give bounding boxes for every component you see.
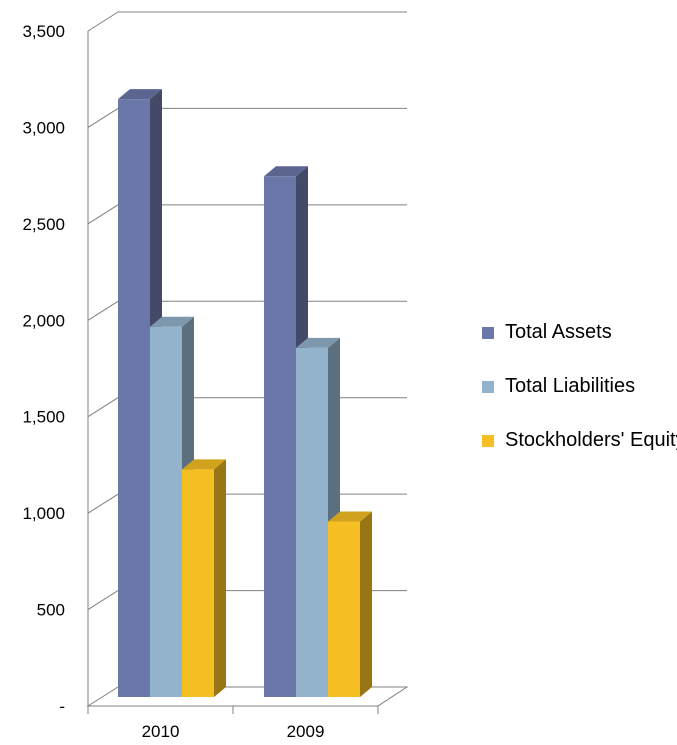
legend-label: Total Assets bbox=[505, 321, 612, 343]
y-tick-label: 3,000 bbox=[22, 118, 65, 137]
legend-label: Stockholders' Equity bbox=[505, 429, 677, 451]
bars bbox=[118, 89, 372, 698]
y-tick-label: 2,000 bbox=[22, 311, 65, 330]
axes bbox=[86, 31, 409, 714]
gridline-side bbox=[87, 108, 119, 128]
gridline-side bbox=[87, 11, 119, 32]
bar bbox=[182, 459, 226, 697]
y-tick-label: 1,500 bbox=[22, 408, 65, 427]
gridline-side bbox=[87, 300, 119, 321]
legend-label: Total Liabilities bbox=[505, 375, 636, 397]
gridline-side bbox=[87, 204, 119, 225]
legend: Total Assets Total Liabilities Stockholder… bbox=[482, 320, 677, 480]
bar bbox=[328, 511, 372, 697]
y-tick-label: 1,000 bbox=[22, 504, 65, 523]
gridline-side bbox=[87, 493, 119, 514]
y-tick-label: 500 bbox=[37, 601, 65, 620]
legend-swatch bbox=[482, 327, 494, 339]
x-tick-label: 2010 bbox=[142, 722, 180, 741]
y-tick-label: - bbox=[59, 697, 65, 716]
x-tick-label: 2009 bbox=[287, 722, 325, 741]
gridline-side bbox=[87, 590, 119, 610]
y-tick-label: 3,500 bbox=[22, 22, 65, 41]
floor-plane bbox=[86, 686, 409, 707]
gridline-side bbox=[87, 397, 119, 418]
legend-swatch bbox=[482, 381, 494, 393]
y-tick-label: 2,500 bbox=[22, 215, 65, 234]
legend-swatch bbox=[482, 435, 494, 447]
tick-labels: - 500 1,000 1,500 2,000 2,500 3,000 3,500 2010 20… bbox=[22, 22, 324, 741]
